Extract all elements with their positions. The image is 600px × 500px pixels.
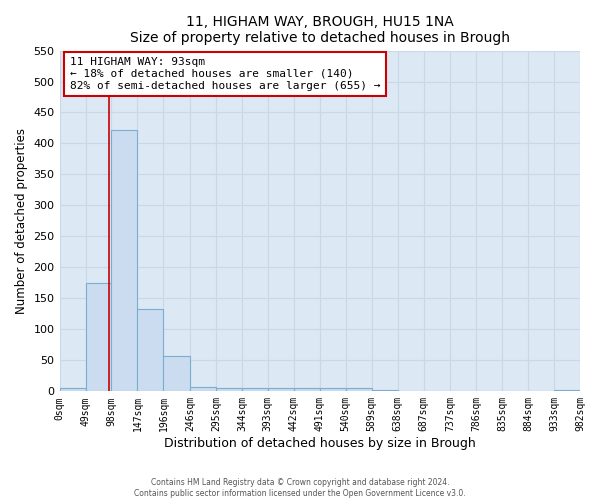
Bar — [554, 390, 580, 392]
Bar — [137, 309, 163, 392]
Bar — [216, 388, 242, 392]
Bar — [242, 388, 268, 392]
Bar — [268, 388, 294, 392]
Text: 11 HIGHAM WAY: 93sqm
← 18% of detached houses are smaller (140)
82% of semi-deta: 11 HIGHAM WAY: 93sqm ← 18% of detached h… — [70, 58, 380, 90]
Bar — [346, 388, 372, 392]
Bar — [372, 390, 398, 392]
Bar — [190, 387, 216, 392]
Bar — [112, 130, 137, 392]
Bar — [59, 388, 86, 392]
Bar — [320, 388, 346, 392]
Bar — [86, 283, 112, 392]
Bar — [294, 388, 320, 392]
Y-axis label: Number of detached properties: Number of detached properties — [15, 128, 28, 314]
Bar — [163, 356, 190, 392]
X-axis label: Distribution of detached houses by size in Brough: Distribution of detached houses by size … — [164, 437, 476, 450]
Text: Contains HM Land Registry data © Crown copyright and database right 2024.
Contai: Contains HM Land Registry data © Crown c… — [134, 478, 466, 498]
Title: 11, HIGHAM WAY, BROUGH, HU15 1NA
Size of property relative to detached houses in: 11, HIGHAM WAY, BROUGH, HU15 1NA Size of… — [130, 15, 510, 45]
